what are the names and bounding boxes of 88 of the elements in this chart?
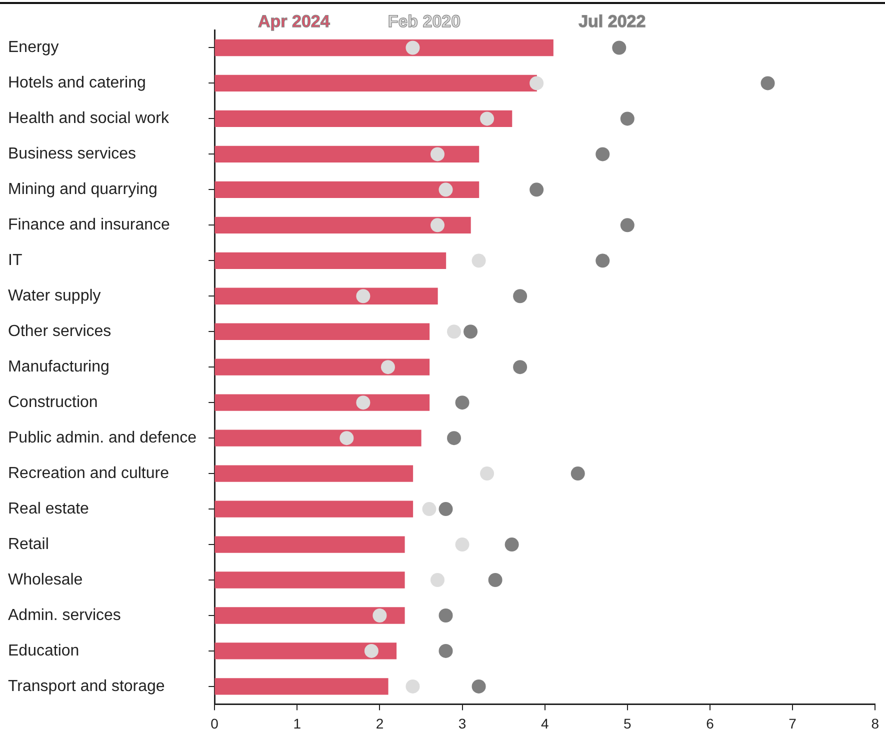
point (480, 112, 494, 126)
x-tick-label: 8 (871, 715, 880, 732)
point (530, 182, 544, 197)
point (760, 76, 775, 90)
bar (214, 74, 537, 92)
point (406, 40, 420, 55)
point (464, 324, 478, 339)
bar (214, 323, 430, 340)
point (430, 218, 444, 232)
bar (214, 572, 405, 588)
y-tick-label: Admin. services (8, 606, 121, 624)
y-tick-label: Wholesale (8, 571, 83, 588)
bar (214, 465, 414, 482)
y-tick-label: Education (8, 642, 80, 660)
point (530, 76, 544, 90)
y-tick-label: Retail (8, 536, 49, 553)
bar (214, 358, 430, 376)
bar (214, 500, 414, 518)
y-tick-label: Hotels and catering (8, 74, 146, 92)
point (438, 644, 453, 658)
point (438, 608, 453, 622)
y-tick-label: Transport and storage (8, 678, 165, 695)
y-tick-label: Energy (8, 39, 59, 56)
bar (214, 394, 430, 411)
x-tick-label: 5 (624, 715, 632, 732)
point (447, 324, 462, 339)
y-tick-label: Business services (8, 146, 136, 163)
point (455, 538, 470, 552)
point (596, 254, 610, 268)
point (596, 147, 610, 162)
y-tick-label: Water supply (8, 288, 101, 305)
point (513, 360, 528, 374)
point (430, 573, 444, 588)
x-tick-label: 6 (706, 715, 714, 732)
point (504, 538, 519, 552)
y-tick-label: Construction (8, 394, 98, 411)
x-tick-label: 7 (788, 715, 797, 732)
bar (214, 39, 554, 56)
y-tick-label: Real estate (8, 500, 90, 518)
y-tick-label: Health and social work (8, 110, 170, 128)
point (620, 218, 634, 232)
point (472, 679, 486, 694)
bar (214, 536, 405, 553)
x-tick-label: 4 (540, 715, 549, 732)
point (570, 466, 585, 481)
point (438, 182, 453, 197)
bar (214, 216, 471, 234)
point (372, 608, 387, 622)
x-tick-label: 2 (376, 715, 384, 732)
bar (214, 181, 480, 198)
point (612, 40, 626, 55)
point (455, 396, 470, 410)
point (472, 254, 486, 268)
x-tick-label: 1 (293, 715, 302, 732)
point (340, 431, 354, 446)
bar (214, 678, 388, 695)
y-tick-label: IT (8, 252, 22, 270)
y-tick-label: Mining and quarrying (8, 181, 158, 198)
point (620, 112, 634, 126)
point (422, 502, 436, 516)
series-label: Apr 2024 (258, 12, 330, 32)
point (364, 644, 378, 658)
series-label: Jul 2022 (578, 12, 646, 32)
point (488, 573, 502, 588)
point (513, 289, 528, 304)
bar (214, 288, 438, 304)
point (380, 360, 395, 374)
y-tick-label: Manufacturing (8, 358, 110, 376)
bar (214, 607, 405, 624)
bar (214, 642, 397, 660)
point (430, 147, 444, 162)
bar (214, 110, 512, 128)
point (406, 679, 420, 694)
point (447, 431, 462, 446)
point (356, 396, 370, 410)
bar (214, 146, 480, 163)
point (438, 502, 453, 516)
series-label: Feb 2020 (388, 12, 461, 32)
point (480, 466, 494, 481)
y-tick-label: Recreation and culture (8, 464, 170, 482)
x-tick-label: 3 (458, 715, 466, 732)
point (356, 289, 370, 304)
y-tick-label: Other services (8, 323, 112, 340)
y-tick-label: Public admin. and defence (8, 429, 197, 446)
bar (214, 430, 422, 446)
bar (214, 252, 446, 269)
x-tick-label: 0 (210, 715, 219, 732)
y-tick-label: Finance and insurance (8, 216, 170, 234)
